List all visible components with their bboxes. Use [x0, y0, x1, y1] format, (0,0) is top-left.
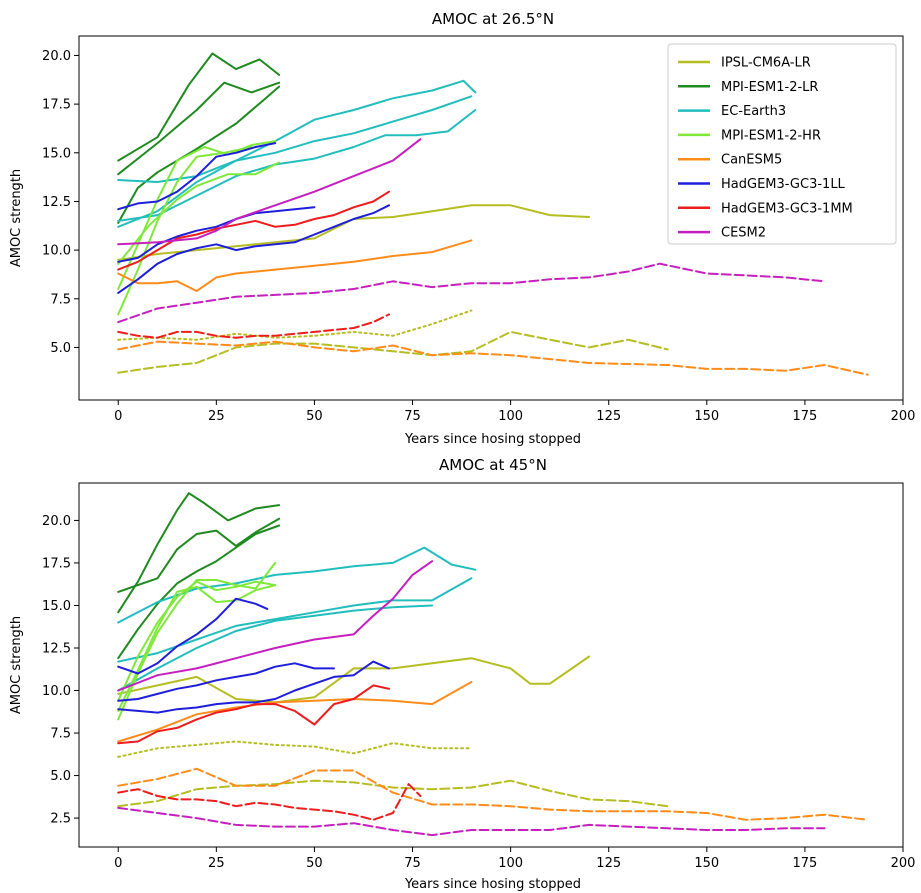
x-axis-label-2: Years since hosing stopped	[404, 877, 581, 892]
legend-label: CESM2	[721, 226, 766, 241]
series-line-mpi-esm1-2-lr	[117, 492, 281, 614]
plot-frame-1	[78, 35, 904, 401]
series-line-mpi-esm1-2-lr	[117, 517, 281, 593]
y-tick-label: 20.0	[42, 514, 71, 529]
x-tick-label: 125	[596, 409, 621, 424]
chart-title-1: AMOC at 26.5°N	[432, 10, 554, 28]
legend-label: MPI-ESM1-2-LR	[721, 80, 818, 95]
series-line-cesm2	[117, 262, 826, 324]
y-axis-label-2: AMOC strength	[9, 616, 24, 714]
x-tick-label: 150	[694, 409, 719, 424]
x-axis-label-1: Years since hosing stopped	[404, 432, 581, 447]
series-line-canesm5	[117, 681, 473, 743]
y-tick-label: 5.0	[50, 769, 71, 784]
series-line-ipsl-cm6a-lr	[117, 779, 669, 808]
x-tick-label: 200	[891, 856, 916, 871]
y-tick-label: 12.5	[42, 195, 71, 210]
series-line-canesm5	[117, 239, 473, 292]
x-tick-label: 75	[404, 409, 421, 424]
series-line-hadgem3-gc3-1ll	[117, 204, 390, 294]
y-tick-label: 17.5	[42, 556, 71, 571]
series-line-hadgem3-gc3-1ll	[117, 662, 335, 702]
x-tick-label: 200	[891, 409, 916, 424]
series-line-mpi-esm1-2-lr	[117, 85, 281, 224]
y-tick-label: 17.5	[42, 98, 71, 113]
series-line-mpi-esm1-2-lr	[117, 524, 281, 660]
series-line-mpi-esm1-2-hr	[117, 580, 277, 702]
series-line-canesm5	[117, 767, 869, 821]
series-line-ipsl-cm6a-lr	[117, 740, 473, 758]
legend-label: HadGEM3-GC3-1LL	[721, 177, 846, 192]
x-tick-label: 125	[596, 856, 621, 871]
plot-frame-2	[78, 482, 904, 848]
y-tick-label: 20.0	[42, 49, 71, 64]
series-line-ec-earth3	[117, 109, 477, 222]
y-tick-label: 15.0	[42, 146, 71, 161]
series-layer-2	[117, 492, 869, 837]
x-tick-label: 100	[498, 856, 523, 871]
x-tick-label: 0	[114, 409, 122, 424]
series-line-hadgem3-gc3-1ll	[117, 206, 316, 263]
y-axis-label-1: AMOC strength	[9, 169, 24, 267]
legend-label: HadGEM3-GC3-1MM	[721, 201, 853, 216]
legend-box	[667, 43, 897, 245]
series-line-mpi-esm1-2-hr	[117, 584, 277, 712]
chart-title-2: AMOC at 45°N	[439, 456, 547, 474]
x-axis-1: 0 25 50 75 100 125 150 175 200	[114, 400, 915, 424]
y-tick-label: 12.5	[42, 641, 71, 656]
x-tick-label: 0	[114, 856, 122, 871]
legend-label: EC-Earth3	[721, 104, 786, 119]
x-tick-label: 150	[694, 856, 719, 871]
x-tick-label: 75	[404, 856, 421, 871]
series-line-mpi-esm1-2-hr	[117, 146, 253, 316]
x-tick-label: 50	[306, 856, 323, 871]
series-line-cesm2	[117, 560, 434, 692]
y-tick-label: 2.5	[50, 812, 71, 827]
y-axis-1: 5.0 7.5 10.0 12.5 15.0 17.5 20.0	[42, 49, 79, 356]
y-tick-label: 10.0	[42, 684, 71, 699]
series-line-cesm2	[117, 138, 422, 246]
y-tick-label: 10.0	[42, 244, 71, 259]
series-line-hadgem3-gc3-1ll	[117, 142, 277, 211]
panel-1: AMOC at 26.5°N 0 25 50 75 100 125 150 175 200 5.…	[9, 10, 915, 447]
legend-label: CanESM5	[721, 153, 782, 168]
x-tick-label: 25	[208, 856, 225, 871]
x-tick-label: 175	[792, 856, 817, 871]
series-line-ec-earth3	[117, 604, 434, 692]
series-line-ec-earth3	[117, 79, 477, 183]
series-line-ipsl-cm6a-lr	[117, 330, 669, 374]
series-line-hadgem3-gc3-1mm	[117, 783, 422, 821]
series-line-hadgem3-gc3-1mm	[117, 313, 390, 339]
y-tick-label: 7.5	[50, 292, 71, 307]
series-line-mpi-esm1-2-hr	[117, 561, 277, 721]
series-line-ipsl-cm6a-lr	[117, 309, 473, 341]
series-line-ec-earth3	[117, 95, 473, 228]
legend: IPSL-CM6A-LR MPI-ESM1-2-LR EC-Earth3 MPI-ES…	[667, 43, 897, 245]
panel-2: AMOC at 45°N 0 25 50 75 100 125 150 175 200 2.5 5…	[9, 456, 915, 892]
x-axis-2: 0 25 50 75 100 125 150 175 200	[114, 847, 915, 871]
legend-label: MPI-ESM1-2-HR	[721, 128, 821, 143]
legend-label: IPSL-CM6A-LR	[721, 56, 811, 71]
y-tick-label: 7.5	[50, 727, 71, 742]
series-layer-1	[117, 52, 869, 376]
series-line-mpi-esm1-2-hr	[117, 161, 281, 265]
series-line-hadgem3-gc3-1mm	[117, 190, 390, 271]
series-line-hadgem3-gc3-1ll	[117, 660, 390, 714]
x-tick-label: 50	[306, 409, 323, 424]
x-tick-label: 175	[792, 409, 817, 424]
series-line-mpi-esm1-2-lr	[117, 81, 281, 176]
y-tick-label: 15.0	[42, 599, 71, 614]
y-tick-label: 5.0	[50, 341, 71, 356]
series-line-hadgem3-gc3-1mm	[117, 684, 390, 745]
series-line-hadgem3-gc3-1ll	[117, 597, 269, 675]
series-line-cesm2	[117, 806, 826, 837]
series-line-canesm5	[117, 340, 869, 376]
y-axis-2: 2.5 5.0 7.5 10.0 12.5 15.0 17.5 20.0	[42, 514, 79, 827]
x-tick-label: 100	[498, 409, 523, 424]
x-tick-label: 25	[208, 409, 225, 424]
series-line-mpi-esm1-2-lr	[117, 52, 281, 162]
series-line-ipsl-cm6a-lr	[117, 655, 591, 704]
